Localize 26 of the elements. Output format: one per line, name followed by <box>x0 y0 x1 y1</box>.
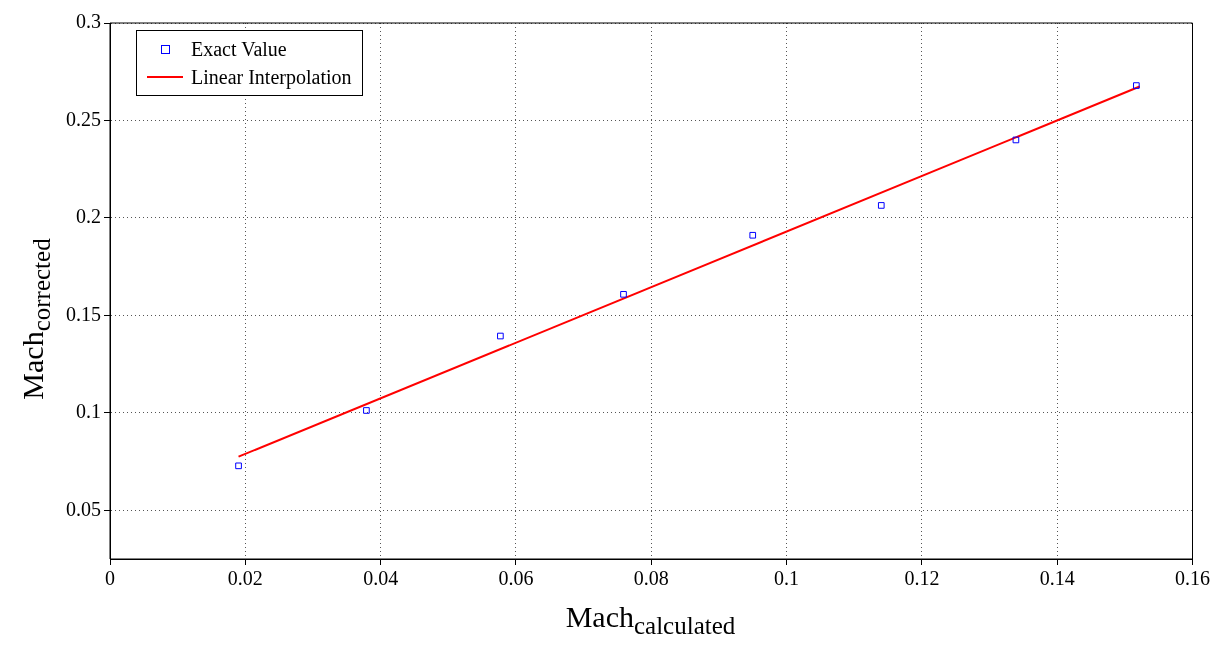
x-tick-label: 0.08 <box>633 567 669 590</box>
x-tick-label: 0 <box>105 567 115 590</box>
x-tick-label: 0.12 <box>904 567 940 590</box>
point <box>749 231 757 239</box>
x-tick-label: 0.02 <box>227 567 263 590</box>
x-axis-title: Mach$_{calculated}$ <box>564 600 737 640</box>
y-tick-label: 0.1 <box>76 400 101 423</box>
x-tick-label: 0.1 <box>774 567 800 590</box>
y-tick-label: 0.25 <box>66 107 101 130</box>
y-tick-label: 0.2 <box>76 205 101 228</box>
point <box>235 462 242 470</box>
point <box>1012 136 1020 144</box>
point <box>497 332 504 340</box>
x-tick-label: 0.16 <box>1175 567 1210 590</box>
legend-label: Linear Interpolation <box>191 65 352 91</box>
x-tick-label: 0.14 <box>1039 567 1075 590</box>
point <box>620 290 627 298</box>
point <box>363 407 370 414</box>
legend-label: Exact Value <box>191 37 287 62</box>
point <box>877 202 885 209</box>
y-tick-label: 0.05 <box>66 497 101 520</box>
y-tick-label: 0.3 <box>76 10 101 33</box>
y-tick-label: 0.15 <box>66 302 101 325</box>
x-tick-label: 0.06 <box>498 567 534 590</box>
point <box>1133 82 1140 89</box>
x-tick-label: 0.04 <box>363 567 399 590</box>
